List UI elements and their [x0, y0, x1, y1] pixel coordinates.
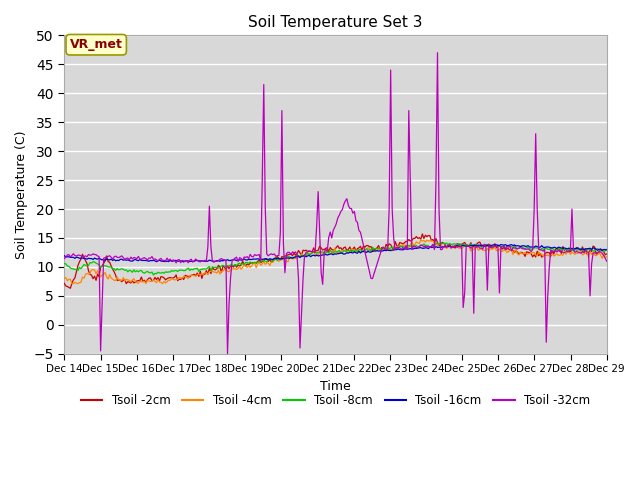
Y-axis label: Soil Temperature (C): Soil Temperature (C) [15, 130, 28, 259]
X-axis label: Time: Time [320, 380, 351, 393]
Text: VR_met: VR_met [70, 38, 123, 51]
Title: Soil Temperature Set 3: Soil Temperature Set 3 [248, 15, 423, 30]
Legend: Tsoil -2cm, Tsoil -4cm, Tsoil -8cm, Tsoil -16cm, Tsoil -32cm: Tsoil -2cm, Tsoil -4cm, Tsoil -8cm, Tsoi… [76, 389, 595, 411]
